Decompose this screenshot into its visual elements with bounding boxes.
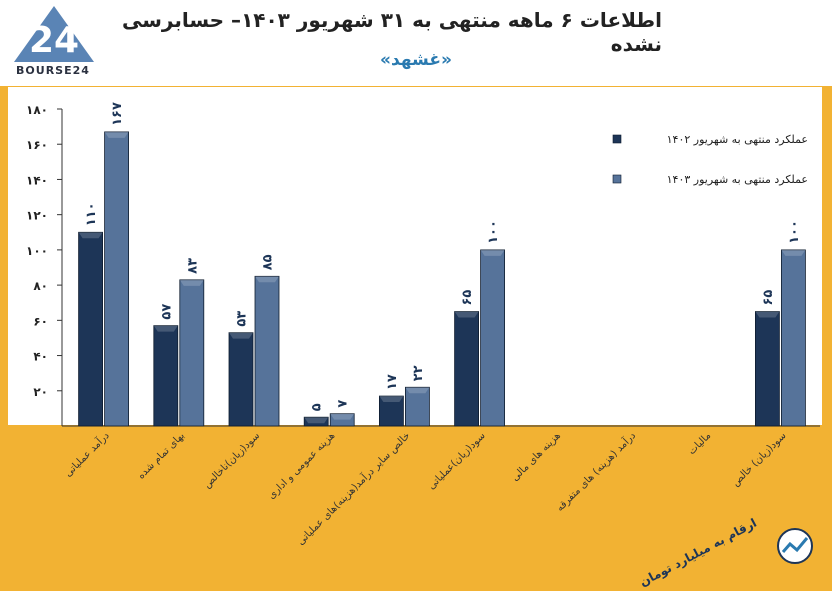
trend-line-icon xyxy=(781,537,809,553)
page-title: اطلاعات ۶ ماهه منتهی به ۳۱ شهریور ۱۴۰۳– … xyxy=(121,8,662,56)
bar-1403 xyxy=(254,275,280,427)
legend-label: عملکرد منتهی به شهریور ۱۴۰۲ xyxy=(667,133,808,146)
x-tick-label: سود(زیان)عملیاتی xyxy=(426,430,488,492)
bar-1403 xyxy=(480,249,506,427)
bar-1403 xyxy=(781,249,806,427)
y-tick-label: ۲۰ xyxy=(33,385,48,399)
x-tick-label: درآمد عملیاتی xyxy=(61,429,111,479)
trend-logo-icon xyxy=(777,528,813,564)
bar-1403 xyxy=(329,413,355,427)
units-label: ارقام به میلیارد تومان xyxy=(637,516,759,587)
y-tick-label: ۱۰۰ xyxy=(26,244,48,258)
svg-text:24: 24 xyxy=(29,20,79,61)
data-label: ۱۰۰ xyxy=(486,220,501,244)
bar-1402 xyxy=(78,231,103,427)
bar-1403 xyxy=(104,131,129,427)
logo-text: BOURSE24 xyxy=(16,64,90,77)
chart-area: ۲۰ ۴۰ ۶۰ ۸۰ ۱۰۰ ۱۲۰ ۱۴۰ ۱۶۰ ۱۸۰ ۱۱۰ ۱۶۷ درآمد عملیا… xyxy=(0,86,832,590)
data-label: ۱۱۰ xyxy=(84,202,99,226)
bar-1402 xyxy=(153,325,179,427)
bar-1403 xyxy=(404,386,430,427)
x-tick-label: سود(زیان)ناخالص xyxy=(202,430,262,490)
bar-bevel xyxy=(304,417,329,424)
x-tick-label: بهای تمام شده xyxy=(136,430,187,481)
bar-bevel xyxy=(78,232,103,239)
x-tick-label: هزینه عمومی و اداری xyxy=(266,430,337,501)
x-tick-label: مالیات xyxy=(686,430,713,457)
bar-bevel xyxy=(153,325,178,332)
x-tick-label: خالص سایر درآمد(هزینه)های عملیاتی xyxy=(294,429,413,548)
data-label: ۵ xyxy=(310,403,325,411)
data-label: ۶۵ xyxy=(460,290,475,306)
bar-1402 xyxy=(378,395,404,427)
legend-swatch xyxy=(612,174,622,184)
bar-1403 xyxy=(179,279,205,427)
data-label: ۷ xyxy=(336,400,351,408)
bar-1402 xyxy=(454,311,480,427)
bar-bevel xyxy=(480,249,505,256)
y-tick-label: ۸۰ xyxy=(33,279,48,293)
plot-background xyxy=(8,87,822,425)
y-tick-label: ۱۴۰ xyxy=(26,173,48,187)
bar-bevel xyxy=(755,311,780,318)
y-tick-label: ۱۸۰ xyxy=(26,103,48,117)
bar-bevel xyxy=(330,413,355,420)
data-label: ۸۵ xyxy=(261,254,276,270)
page-subtitle: «غشهد» xyxy=(380,50,452,70)
data-label: ۶۵ xyxy=(761,290,776,306)
y-tick-label: ۱۶۰ xyxy=(26,138,48,152)
bar-1402 xyxy=(228,332,254,427)
data-label: ۱۶۷ xyxy=(110,102,125,126)
bar-bevel xyxy=(781,249,806,256)
legend-label: عملکرد منتهی به شهریور ۱۴۰۳ xyxy=(667,173,808,186)
bar-bevel xyxy=(179,279,204,286)
data-label: ۲۲ xyxy=(411,365,426,381)
data-label: ۵۷ xyxy=(159,304,174,320)
data-label: ۱۰۰ xyxy=(787,220,802,244)
bar-chart: ۲۰ ۴۰ ۶۰ ۸۰ ۱۰۰ ۱۲۰ ۱۴۰ ۱۶۰ ۱۸۰ ۱۱۰ ۱۶۷ درآمد عملیا… xyxy=(8,87,822,590)
x-tick-label: سود(زیان) خالص xyxy=(730,430,788,488)
bar-bevel xyxy=(255,276,279,283)
bar-1402 xyxy=(303,416,329,427)
x-tick-label: درآمد (هزینه) های متفرقه xyxy=(553,429,638,514)
bar-bevel xyxy=(405,387,430,394)
bar-bevel xyxy=(229,332,253,339)
header: 24 BOURSE24 اطلاعات ۶ ماهه منتهی به ۳۱ ش… xyxy=(0,0,832,86)
y-tick-label: ۶۰ xyxy=(33,314,48,328)
y-tick-label: ۱۲۰ xyxy=(26,209,48,223)
x-tick-label: هزینه های مالی xyxy=(510,430,563,483)
bourse24-logo: 24 xyxy=(6,2,102,82)
data-label: ۱۷ xyxy=(385,374,400,390)
data-label: ۵۳ xyxy=(235,311,250,327)
bar-bevel xyxy=(454,311,479,318)
bar-bevel xyxy=(104,131,129,138)
bar-bevel xyxy=(379,396,404,403)
bar-1402 xyxy=(755,311,780,427)
data-label: ۸۳ xyxy=(185,258,200,274)
y-tick-label: ۴۰ xyxy=(33,350,48,364)
legend-swatch xyxy=(612,134,622,144)
